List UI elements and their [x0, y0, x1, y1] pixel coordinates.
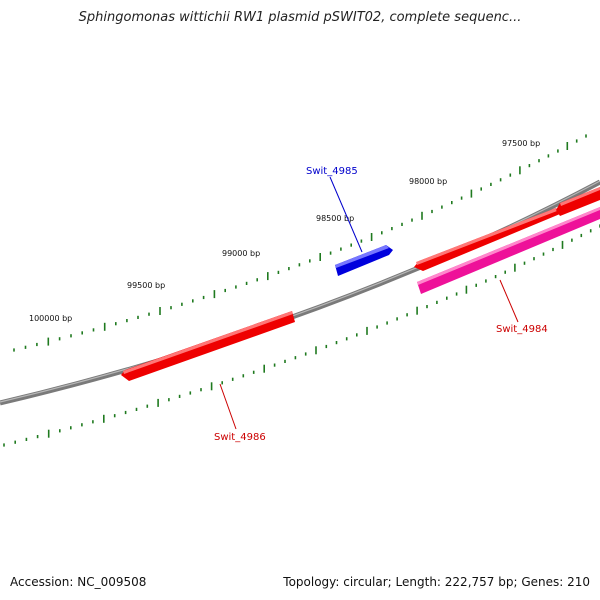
- gene-arrow-swit-4985[interactable]: [335, 245, 393, 276]
- tick-label-98500: 98500 bp: [316, 214, 354, 223]
- gene-arrow-red-2[interactable]: [556, 187, 600, 216]
- accession-label: Accession: NC_009508: [10, 575, 147, 589]
- tick-label-99000: 99000 bp: [222, 249, 260, 258]
- map-title: Sphingomonas wittichii RW1 plasmid pSWIT…: [78, 10, 522, 25]
- backbone-line: [0, 179, 600, 406]
- tick-marks-inner: [3, 224, 600, 447]
- gene-arrow-swit-4984[interactable]: [417, 207, 600, 294]
- leader-line-swit-4984: [499, 279, 519, 323]
- backbone-highlight: [0, 180, 600, 403]
- genome-summary-label: Topology: circular; Length: 222,757 bp; …: [283, 575, 590, 589]
- gene-label-swit-4985[interactable]: Swit_4985: [306, 166, 358, 177]
- gene-label-swit-4984[interactable]: Swit_4984: [496, 324, 548, 335]
- tick-label-100000: 100000 bp: [29, 314, 72, 323]
- gene-label-swit-4986[interactable]: Swit_4986: [214, 432, 266, 443]
- tick-marks-outer: [13, 134, 587, 352]
- gene-arrow-red-1[interactable]: [414, 208, 560, 271]
- tick-label-98000: 98000 bp: [409, 177, 447, 186]
- tick-label-97500: 97500 bp: [502, 139, 540, 148]
- leader-line-swit-4986: [219, 383, 237, 430]
- tick-label-99500: 99500 bp: [127, 281, 165, 290]
- gene-arrow-swit-4986[interactable]: [121, 311, 295, 381]
- leader-line-swit-4985: [329, 176, 363, 253]
